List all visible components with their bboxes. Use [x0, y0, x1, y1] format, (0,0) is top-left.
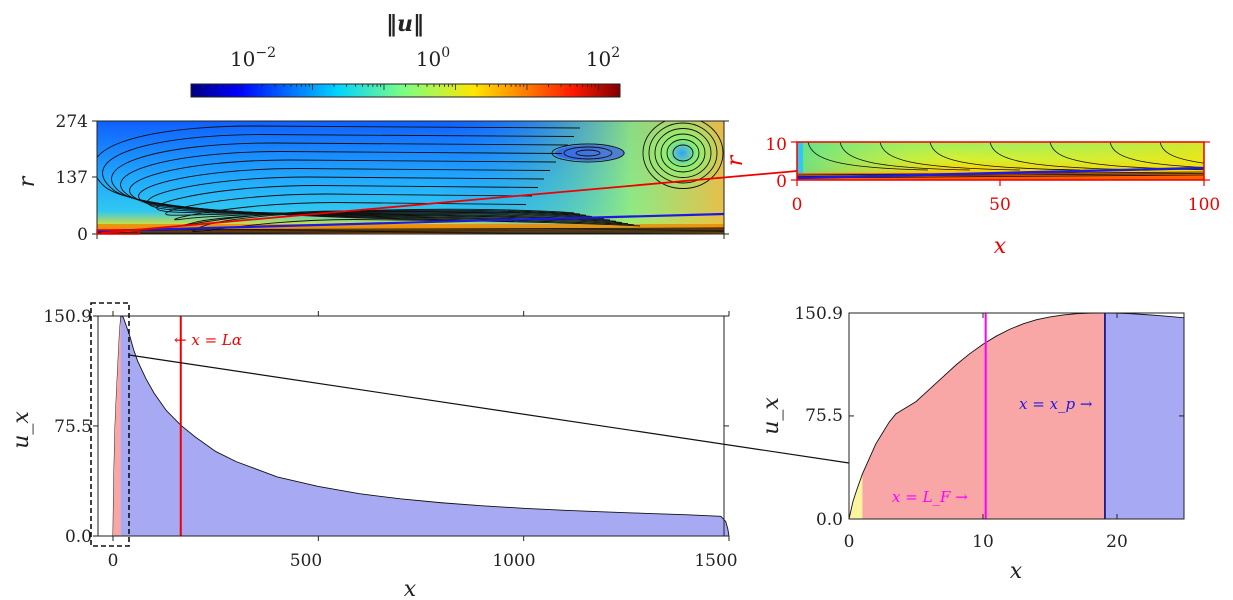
- streamline: [174, 202, 587, 221]
- colorbar-tick-label: 100: [416, 45, 450, 71]
- x-tick-label: 50: [989, 195, 1011, 215]
- streamline: [929, 142, 1081, 171]
- zoom-connector: [100, 170, 798, 234]
- streamline: [879, 142, 1021, 171]
- x-tick-label: 1500: [694, 551, 737, 571]
- x-tick-label: 0: [792, 195, 803, 215]
- x-tick-label: 100: [1188, 195, 1220, 215]
- velocity-field-panel: 274 137 0 r: [15, 112, 798, 245]
- y-tick-label: 274: [56, 112, 88, 132]
- x-tick-label: 10: [972, 532, 994, 552]
- streamline: [1159, 142, 1204, 164]
- streamline: [807, 142, 929, 171]
- colorbar-title: ‖u‖: [386, 11, 424, 37]
- x-tick-label: 1000: [492, 551, 535, 571]
- vortex-streamline: [648, 122, 718, 184]
- streamline: [129, 159, 617, 222]
- y-tick-label: 75.5: [54, 417, 92, 437]
- streamline: [147, 176, 605, 220]
- flame-region-fill: [113, 316, 121, 536]
- jet-interface-line: [97, 212, 724, 233]
- zoom-field-image: [797, 142, 1204, 180]
- L-alpha-annotation: ← x = Lα: [174, 331, 242, 349]
- vortex-streamline: [672, 144, 694, 162]
- streamline: [97, 229, 724, 233]
- y-tick-label: 150.9: [794, 304, 843, 324]
- streamline: [97, 231, 724, 234]
- streamline: [989, 142, 1151, 171]
- streamline: [156, 185, 599, 219]
- y-tick-label: 0.0: [65, 527, 92, 547]
- streamline: [97, 227, 724, 231]
- axis-ticks: [848, 312, 1184, 520]
- x-axis-label: x: [404, 577, 417, 600]
- y-tick-label: 0.0: [816, 510, 843, 530]
- post-flame-region-fill: [1104, 313, 1184, 519]
- streamline: [97, 228, 724, 232]
- y-tick-label: 10: [765, 135, 787, 155]
- x-axis-label: x: [1010, 559, 1023, 584]
- axis-ticks: [93, 311, 730, 541]
- y-tick-label: 0: [77, 225, 88, 245]
- zoom-region-marker: [96, 229, 140, 235]
- flame-region-fill: [862, 313, 1105, 519]
- preheat-region-fill: [849, 473, 863, 519]
- zoom-connector-top: [128, 354, 850, 464]
- vortex-streamline: [563, 146, 613, 160]
- vortex-core: [555, 145, 625, 161]
- x-tick-label: 0: [108, 551, 119, 571]
- y-axis-label: u_x: [9, 411, 34, 449]
- vortex-streamline: [666, 139, 700, 167]
- x-p-annotation: x = x_p →: [1019, 395, 1093, 413]
- streamline: [138, 168, 611, 221]
- colorbar-tick-label: 10−2: [230, 45, 276, 71]
- streamline: [839, 142, 971, 171]
- zoom-box: [90, 302, 130, 547]
- zoom-interface-line: [797, 166, 1204, 180]
- vortex-streamline: [551, 143, 625, 163]
- L-F-annotation: x = L_F →: [892, 488, 968, 506]
- colorbar-tick-label: 102: [586, 45, 620, 71]
- y-axis-label: r: [723, 154, 748, 166]
- colorbar-minor-ticks: [190, 84, 621, 90]
- velocity-field-image: [97, 121, 724, 234]
- vortex-streamline: [575, 149, 601, 157]
- centerline-velocity-panel: ← x = Lα 150.9 75.5 0.0 0 500 1000 1500 …: [9, 302, 850, 600]
- y-axis-label: u_x: [759, 397, 784, 435]
- y-tick-label: 137: [56, 168, 88, 188]
- x-axis-label: x: [994, 234, 1007, 259]
- velocity-area: [112, 315, 730, 537]
- y-tick-label: 0: [776, 172, 787, 192]
- streamline: [1109, 142, 1204, 168]
- velocity-field-zoom-panel: 0 50 100 10 0 r x: [723, 135, 1220, 259]
- y-tick-label: 75.5: [805, 406, 843, 426]
- y-tick-label: 150.9: [43, 307, 92, 327]
- x-tick-label: 500: [290, 551, 322, 571]
- vortex-streamline: [660, 133, 706, 173]
- streamline: [183, 209, 581, 226]
- colorbar: ‖u‖ 10−2 100 102: [190, 11, 621, 98]
- centerline-velocity-zoom-panel: x = L_F → x = x_p → 150.9 75.5 0.0 0 10 …: [759, 304, 1185, 584]
- x-tick-label: 20: [1106, 532, 1128, 552]
- x-tick-label: 0: [844, 532, 855, 552]
- y-axis-label: r: [15, 175, 40, 187]
- colorbar-tick-labels: 10−2 100 102: [230, 45, 620, 71]
- vortex-streamline: [654, 128, 712, 178]
- streamline: [192, 208, 575, 233]
- vortex-streamline: [642, 121, 724, 189]
